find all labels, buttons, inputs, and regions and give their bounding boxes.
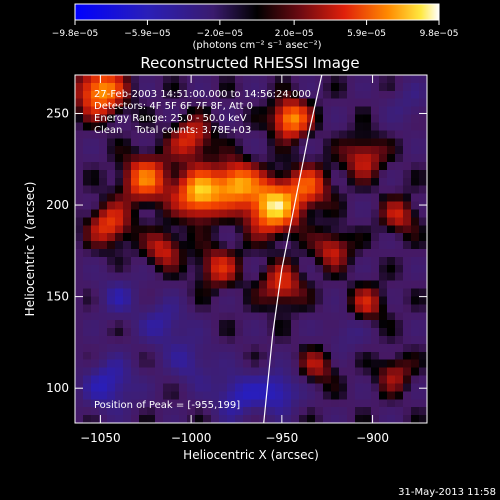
x-tick-label: −1000: [171, 431, 212, 445]
colorbar-tick-label: 2.0e−05: [275, 29, 314, 39]
info-line-counts: Clean Total counts: 3.78E+03: [94, 125, 251, 136]
y-tick-label: 200: [46, 198, 69, 212]
colorbar-tick-label: 9.8e−05: [420, 29, 459, 39]
info-line-detectors: Detectors: 4F 5F 6F 7F 8F, Att 0: [94, 101, 253, 112]
colorbar-tick-label: −5.9e−05: [124, 29, 170, 39]
info-text: 27-Feb-2003 14:51:00.000 to 14:56:24.000…: [94, 89, 311, 136]
footer-timestamp: 31-May-2013 11:58: [398, 487, 496, 498]
info-line-time-range: 27-Feb-2003 14:51:00.000 to 14:56:24.000: [94, 89, 311, 100]
colorbar-tick-label: 5.9e−05: [347, 29, 386, 39]
colorbar: [74, 3, 440, 21]
x-axis-label: Heliocentric X (arcsec): [183, 448, 319, 462]
chart-title: Reconstructed RHESSI Image: [140, 54, 359, 72]
colorbar-tick-label: −9.8e−05: [52, 29, 98, 39]
x-tick-label: −950: [265, 431, 298, 445]
colorbar-unit-label: (photons cm⁻² s⁻¹ asec⁻²): [192, 40, 321, 51]
peak-position-label: Position of Peak = [-955,199]: [94, 400, 240, 411]
plot-frame: [74, 74, 428, 424]
x-tick-label: −900: [356, 431, 389, 445]
y-tick-label: 100: [46, 381, 69, 395]
y-axis-label: Heliocentric Y (arcsec): [23, 182, 37, 317]
solar-limb-line: [263, 75, 323, 423]
colorbar-ticks: −9.8e−05 −5.9e−05 −2.0e−05 2.0e−05 5.9e−05 9.…: [52, 20, 459, 39]
y-tick-label: 150: [46, 290, 69, 304]
x-tick-label: −1050: [80, 431, 121, 445]
info-line-energy-range: Energy Range: 25.0 - 50.0 keV: [94, 113, 247, 124]
x-axis-ticks: −1050 −1000 −950 −900: [80, 75, 389, 445]
y-axis-ticks: 100 150 200 250: [46, 106, 427, 395]
heatmap-image: [75, 75, 427, 423]
y-tick-label: 250: [46, 106, 69, 120]
colorbar-tick-label: −2.0e−05: [197, 29, 243, 39]
